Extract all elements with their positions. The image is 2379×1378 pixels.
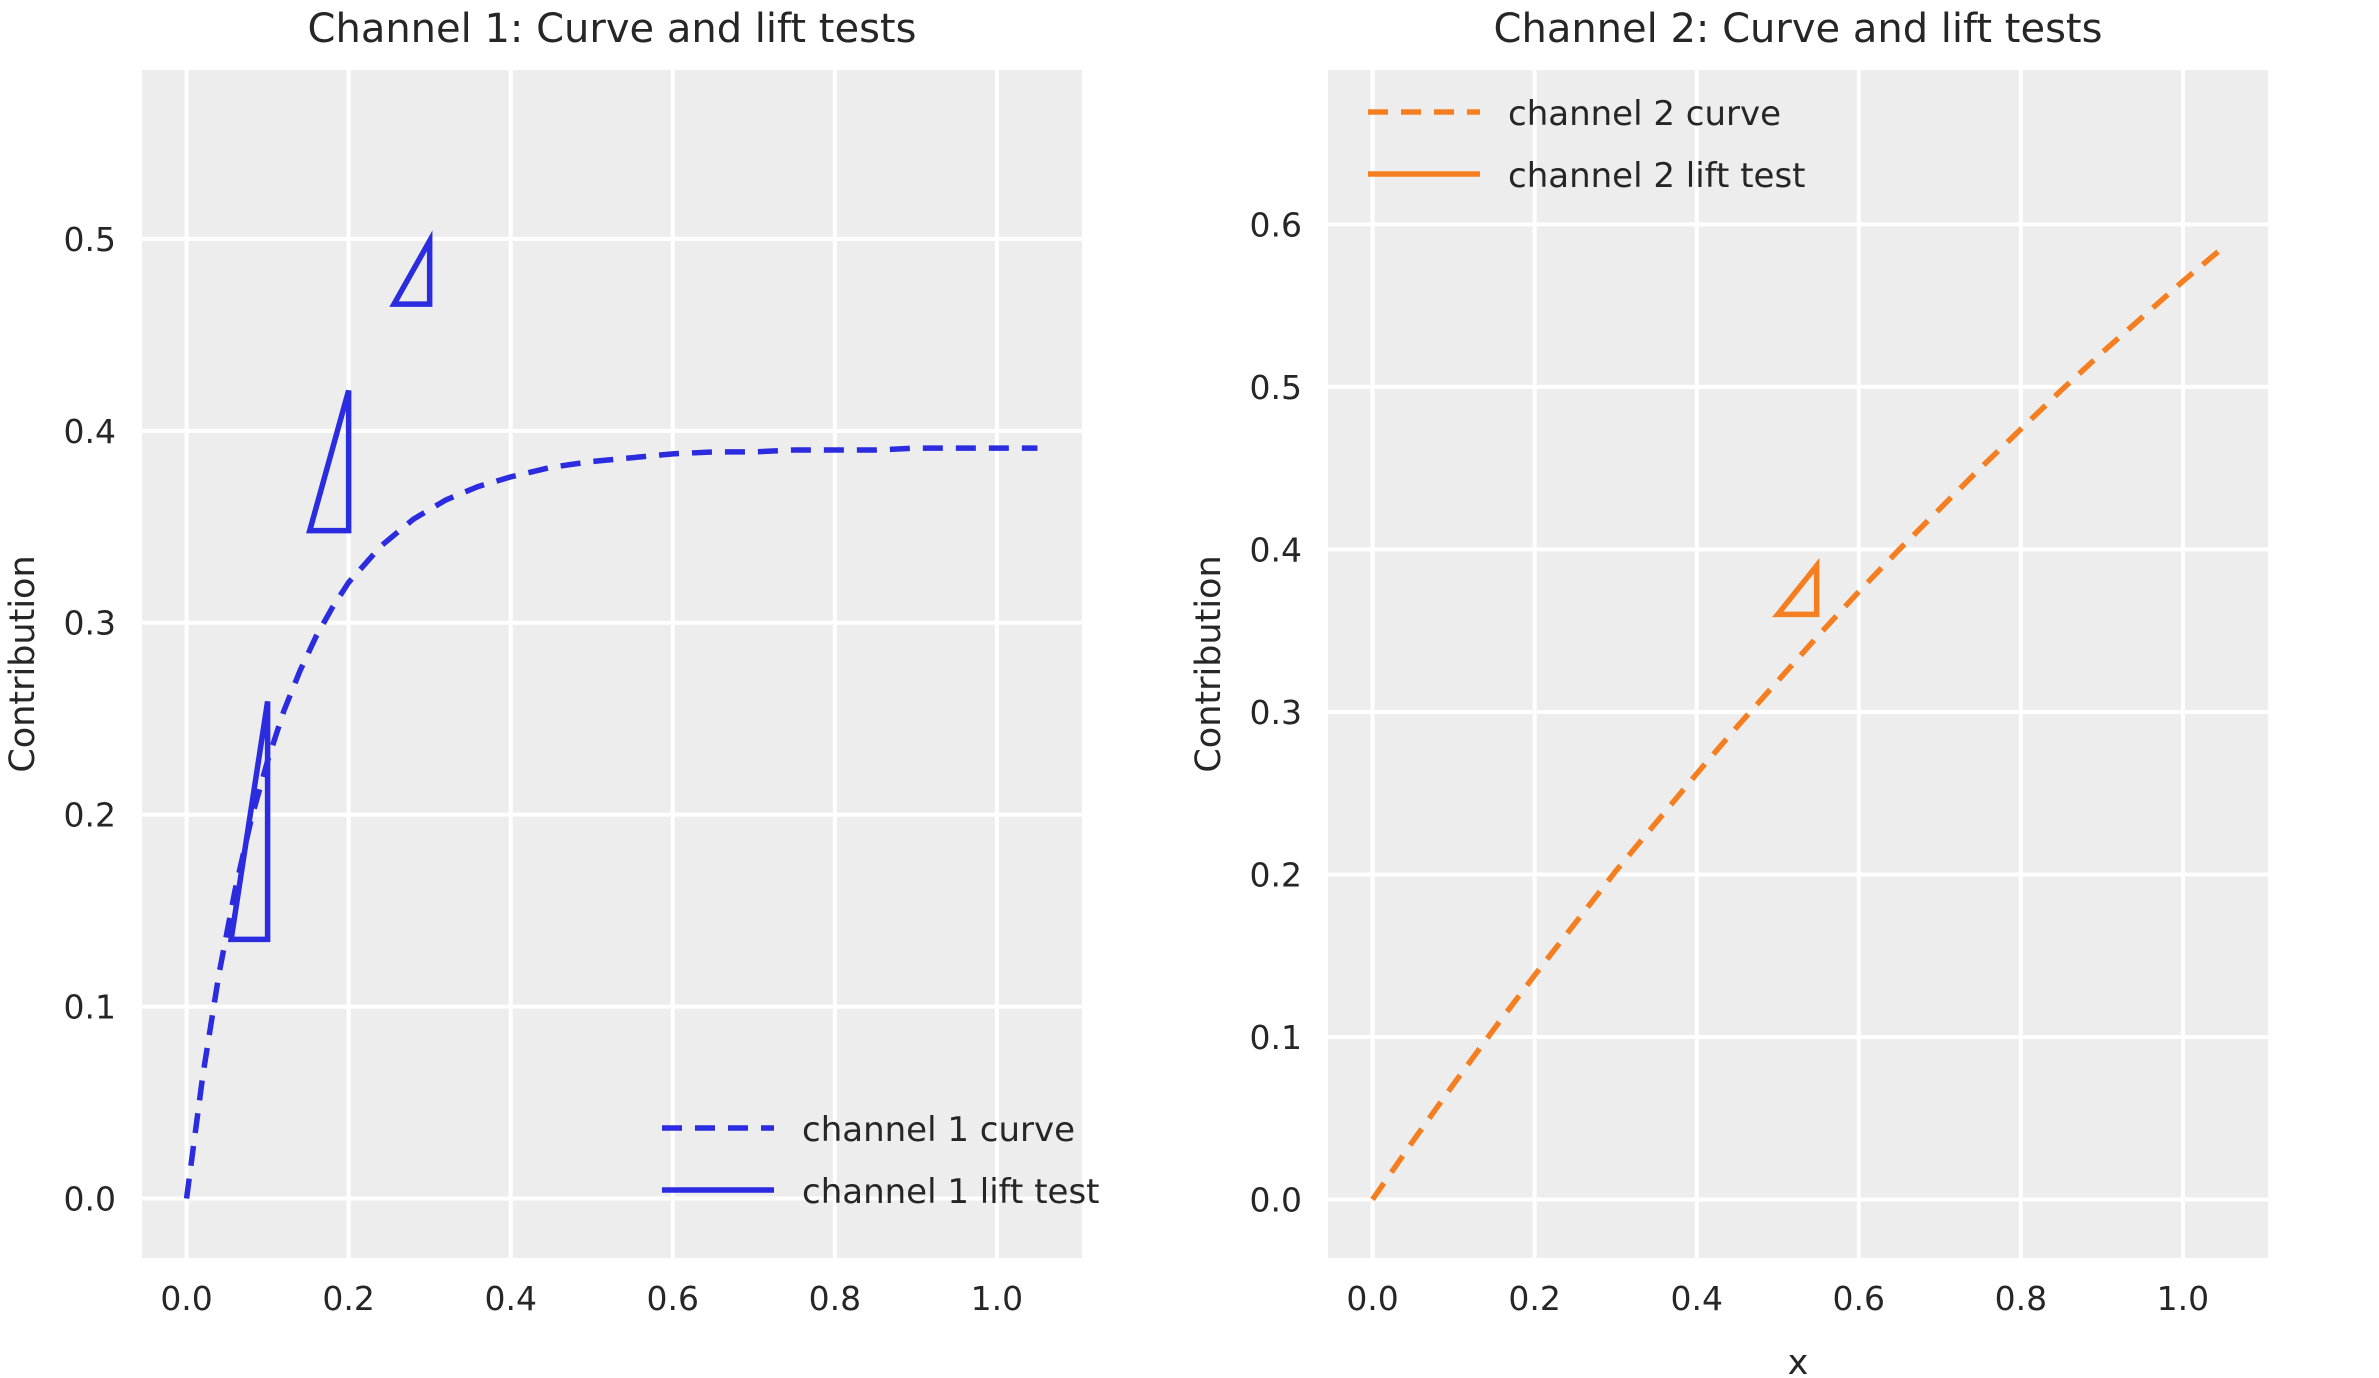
- lift-test-triangle: [389, 230, 433, 307]
- legend-label[interactable]: channel 1 lift test: [802, 1172, 1099, 1212]
- y-tick-label: 0.5: [1250, 368, 1302, 407]
- axis-tick-labels: 0.0 0.2 0.4 0.6 0.8 1.0 0.0 0.1 0.2 0.3 0.4 0.5: [64, 220, 1024, 1318]
- lift-test-triangle: [1772, 557, 1820, 618]
- legend-label[interactable]: channel 1 curve: [802, 1110, 1075, 1150]
- lift-test-triangle: [306, 389, 352, 534]
- y-tick-label: 0.0: [1250, 1180, 1302, 1219]
- chart-panel-channel-2: 0.0 0.2 0.4 0.6 0.8 1.0 0.0 0.1 0.2 0.3 0.4 0.5 0.6 C…: [1189, 0, 2379, 1378]
- legend: channel 1 curve channel 1 lift test: [662, 1110, 1099, 1212]
- x-tick-label: 0.8: [809, 1279, 861, 1318]
- y-tick-label: 0.1: [1250, 1018, 1302, 1057]
- legend-label[interactable]: channel 2 curve: [1508, 94, 1781, 134]
- curve-line: [183, 445, 1038, 1199]
- x-tick-label: 0.6: [1833, 1279, 1885, 1318]
- chart-svg-left: 0.0 0.2 0.4 0.6 0.8 1.0 0.0 0.1 0.2 0.3 0.4 0.5 Chan…: [3, 6, 1099, 1318]
- x-tick-label: 0.2: [322, 1279, 374, 1318]
- grid-lines: [1328, 70, 2268, 1258]
- x-axis-title: x: [1788, 1343, 1809, 1378]
- y-tick-label: 0.6: [1250, 205, 1302, 244]
- y-tick-label: 0.0: [64, 1180, 116, 1219]
- curve-line: [1370, 245, 2226, 1202]
- grid-lines: [142, 70, 1082, 1258]
- x-tick-label: 1.0: [971, 1279, 1023, 1318]
- y-tick-label: 0.2: [1250, 855, 1302, 894]
- chart-svg-right: 0.0 0.2 0.4 0.6 0.8 1.0 0.0 0.1 0.2 0.3 0.4 0.5 0.6 C…: [1189, 6, 2268, 1378]
- y-tick-label: 0.1: [64, 988, 116, 1027]
- x-tick-label: 1.0: [2157, 1279, 2209, 1318]
- x-tick-label: 0.4: [484, 1279, 536, 1318]
- y-tick-label: 0.2: [64, 796, 116, 835]
- x-tick-label: 0.8: [1995, 1279, 2047, 1318]
- x-tick-label: 0.0: [160, 1279, 212, 1318]
- lift-test-triangle: [227, 701, 271, 943]
- plot-area-background: [1328, 70, 2268, 1258]
- x-tick-label: 0.4: [1670, 1279, 1722, 1318]
- y-axis-title: Contribution: [3, 555, 43, 772]
- legend: channel 2 curve channel 2 lift test: [1368, 94, 1805, 196]
- chart-title: Channel 1: Curve and lift tests: [308, 6, 917, 52]
- x-tick-label: 0.0: [1346, 1279, 1398, 1318]
- y-tick-label: 0.3: [1250, 693, 1302, 732]
- y-tick-label: 0.5: [64, 220, 116, 259]
- plot-area-background: [142, 70, 1082, 1258]
- axis-tick-labels: 0.0 0.2 0.4 0.6 0.8 1.0 0.0 0.1 0.2 0.3 0.4 0.5 0.6: [1250, 205, 2210, 1318]
- chart-panel-channel-1: 0.0 0.2 0.4 0.6 0.8 1.0 0.0 0.1 0.2 0.3 0.4 0.5 Chan…: [3, 6, 1099, 1318]
- y-axis-title: Contribution: [1189, 555, 1229, 772]
- y-tick-label: 0.4: [64, 412, 116, 451]
- x-tick-label: 0.6: [647, 1279, 699, 1318]
- legend-label[interactable]: channel 2 lift test: [1508, 156, 1805, 196]
- x-tick-label: 0.2: [1508, 1279, 1560, 1318]
- y-tick-label: 0.4: [1250, 530, 1302, 569]
- y-tick-label: 0.3: [64, 604, 116, 643]
- chart-title: Channel 2: Curve and lift tests: [1494, 6, 2103, 52]
